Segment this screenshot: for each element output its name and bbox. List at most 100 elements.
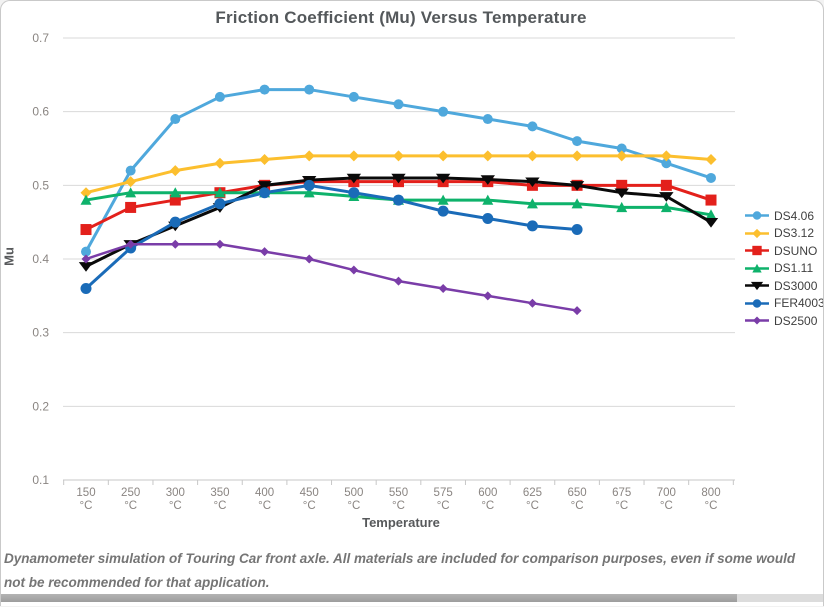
legend-marker-icon <box>745 211 769 220</box>
data-point <box>349 265 359 275</box>
data-point <box>526 220 538 232</box>
legend-item-DS3000[interactable]: DS3000 <box>744 277 823 295</box>
series-line-DS2500 <box>84 243 579 312</box>
chart-caption: Dynamometer simulation of Touring Car fr… <box>4 551 796 590</box>
y-tick-label: 0.6 <box>32 105 49 119</box>
chart-legend: DS4.06 DS3.12 DSUNO DS1.11 DS3000 FER4003 DS25… <box>744 207 823 330</box>
data-point <box>482 114 493 125</box>
data-point <box>438 106 449 117</box>
data-point <box>660 150 672 162</box>
data-point <box>125 187 137 198</box>
data-point <box>569 181 585 191</box>
x-tick-label: 625 °C <box>523 487 542 512</box>
chart-title: Friction Coefficient (Mu) Versus Tempera… <box>215 8 587 27</box>
data-point <box>752 211 762 220</box>
series-DS4.06 <box>81 84 716 257</box>
data-point <box>526 198 538 209</box>
legend-item-DS3.12[interactable]: DS3.12 <box>744 225 823 243</box>
data-point <box>571 224 583 236</box>
x-tick-label: 300 °C <box>166 487 185 512</box>
data-point <box>572 136 583 147</box>
legend-marker-icon <box>745 299 769 308</box>
data-point <box>705 154 717 166</box>
data-point <box>214 157 226 169</box>
data-point <box>437 205 449 217</box>
data-point <box>80 224 92 236</box>
x-tick-label: 575 °C <box>434 487 453 512</box>
legend-label: DS3000 <box>774 278 818 293</box>
x-tick-label: 250 °C <box>121 487 140 512</box>
chart-plot: 0.7 0.6 0.5 0.4 0.3 0.2 0.1 150 °C 250 °C 300 °C 350 °… <box>32 31 735 512</box>
data-point <box>80 187 92 199</box>
series-DS3.12 <box>80 150 717 199</box>
data-point <box>480 175 495 185</box>
data-point <box>661 158 672 169</box>
data-point <box>81 254 91 264</box>
data-point <box>259 84 270 95</box>
x-tick-label: 800 °C <box>701 487 720 512</box>
data-point <box>170 239 180 249</box>
data-point <box>80 194 92 205</box>
data-point <box>393 194 404 206</box>
legend-item-DSUNO[interactable]: DSUNO <box>744 242 823 260</box>
legend-item-DS4.06[interactable]: DS4.06 <box>744 207 823 225</box>
data-point <box>752 299 762 308</box>
data-point <box>81 246 91 257</box>
data-point <box>660 201 672 213</box>
x-axis-title: Temperature <box>362 515 440 530</box>
data-point <box>393 99 404 110</box>
x-tick-label: 600 °C <box>478 487 497 512</box>
data-point <box>125 201 137 213</box>
data-point <box>393 150 404 162</box>
data-point <box>78 262 94 272</box>
data-point <box>304 84 315 95</box>
legend-marker-icon <box>745 263 769 273</box>
horizontal-scrollbar-thumb[interactable] <box>1 594 737 602</box>
data-point <box>703 217 719 228</box>
data-point <box>80 282 92 294</box>
data-point <box>214 187 226 198</box>
y-tick-label: 0.5 <box>32 178 49 192</box>
y-tick-label: 0.1 <box>32 473 49 487</box>
data-point <box>482 212 494 224</box>
data-point <box>215 239 225 249</box>
data-point <box>616 143 627 154</box>
legend-item-DS1.11[interactable]: DS1.11 <box>744 260 823 278</box>
data-point <box>527 298 537 308</box>
legend-label: DS4.06 <box>774 208 815 223</box>
data-point <box>526 150 538 162</box>
data-point <box>259 187 271 199</box>
data-point <box>394 276 403 286</box>
data-point <box>752 246 762 256</box>
data-point <box>125 165 136 176</box>
y-axis-title: Mu <box>1 247 17 266</box>
data-point <box>750 282 764 291</box>
data-point <box>260 247 270 257</box>
series-line-FER4003 <box>84 183 579 290</box>
x-tick-label: 150 °C <box>76 487 95 512</box>
data-point <box>169 216 181 228</box>
data-point <box>303 179 315 191</box>
legend-label: DSUNO <box>774 243 818 258</box>
x-tick-label: 400 °C <box>255 487 274 512</box>
data-point <box>391 173 406 184</box>
data-point <box>214 91 225 102</box>
data-point <box>705 194 717 206</box>
data-point <box>616 201 628 213</box>
data-point <box>614 188 629 199</box>
data-point <box>438 283 448 293</box>
data-point <box>571 198 583 209</box>
legend-item-DS2500[interactable]: DS2500 <box>744 312 823 330</box>
data-point <box>571 150 583 162</box>
data-point <box>616 150 628 162</box>
data-point <box>482 150 494 162</box>
data-point <box>346 173 362 184</box>
data-point <box>525 177 540 188</box>
data-point <box>437 150 449 162</box>
y-tick-label: 0.4 <box>32 252 49 266</box>
x-tick-label: 700 °C <box>657 487 676 512</box>
x-tick-label: 450 °C <box>300 487 319 512</box>
legend-marker-icon <box>745 246 769 256</box>
legend-item-FER4003[interactable]: FER4003 <box>744 295 823 313</box>
